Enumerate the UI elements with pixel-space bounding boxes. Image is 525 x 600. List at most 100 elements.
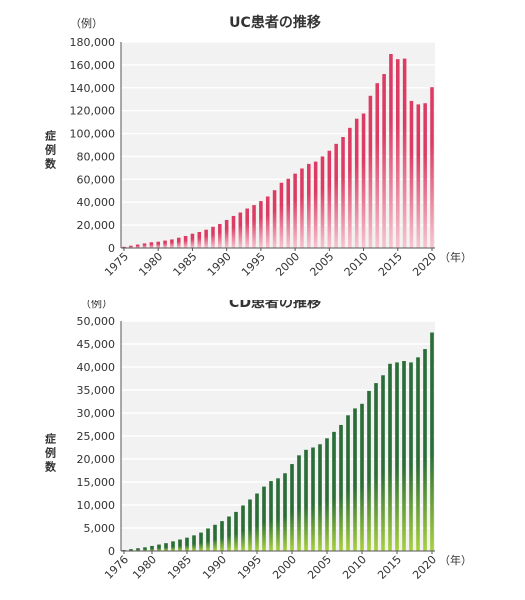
uc-bar: [265, 196, 270, 248]
uc-bar: [238, 212, 243, 248]
uc-bar: [183, 235, 188, 248]
cd-bar: [269, 481, 273, 551]
cd-ytick-label: 50,000: [77, 315, 116, 328]
cd-bar: [318, 444, 322, 551]
uc-bar: [361, 113, 366, 249]
uc-y-unit: （例）: [70, 16, 103, 30]
cd-bar: [262, 486, 266, 551]
cd-bar: [241, 505, 245, 551]
cd-bar: [430, 332, 434, 551]
uc-ytick-label: 140,000: [70, 82, 116, 95]
uc-ytick-label: 0: [108, 242, 115, 255]
cd-bar: [136, 548, 140, 551]
uc-ytick-label: 20,000: [77, 219, 116, 232]
uc-bar: [252, 205, 256, 248]
uc-bar: [279, 182, 284, 248]
uc-bar: [129, 245, 133, 248]
uc-bar: [389, 54, 393, 249]
uc-bar: [259, 201, 263, 248]
uc-y-label: 症例数: [44, 129, 57, 172]
uc-bar: [245, 208, 249, 248]
uc-bar: [286, 178, 291, 248]
cd-bar: [311, 447, 315, 551]
uc-chart: 0 20,000 40,000 60,000 80,000 100,000 120,000 1…: [44, 14, 473, 279]
cd-ytick-label: 15,000: [77, 476, 116, 489]
cd-bar: [206, 528, 210, 551]
uc-bar: [218, 223, 222, 248]
uc-xtick-label: 2005: [307, 250, 336, 279]
cd-bar: [157, 544, 161, 551]
cd-ytick-label: 30,000: [77, 407, 116, 420]
cd-bar: [304, 449, 308, 551]
cd-bar: [339, 424, 343, 551]
cd-ytick-label: 35,000: [77, 384, 116, 397]
cd-bar: [381, 375, 385, 551]
uc-xtick-label: 1990: [205, 250, 234, 279]
uc-bar: [402, 58, 407, 248]
uc-bar: [395, 59, 400, 248]
uc-bar: [327, 150, 332, 248]
uc-xtick-label: 1980: [136, 250, 165, 279]
cd-bar: [423, 349, 427, 551]
cd-bar: [164, 543, 168, 551]
uc-ytick-label: 60,000: [77, 173, 116, 186]
cd-xtick-label: 2005: [305, 553, 334, 582]
uc-ytick-label: 100,000: [70, 128, 116, 141]
uc-xtick-label: 2000: [273, 250, 302, 279]
cd-bar: [255, 493, 259, 551]
uc-bar: [224, 219, 229, 248]
cd-bar: [178, 539, 182, 551]
cd-ytick-label: 0: [108, 545, 115, 558]
uc-bar: [423, 103, 427, 248]
cd-ytick-label: 25,000: [77, 430, 116, 443]
uc-bar: [149, 242, 154, 248]
uc-bar: [122, 246, 126, 248]
uc-bar: [293, 173, 297, 248]
uc-ytick-label: 40,000: [77, 196, 116, 209]
cd-xtick-label: 1990: [200, 553, 229, 582]
uc-bar: [211, 226, 215, 248]
uc-bar: [348, 127, 352, 248]
uc-bar: [416, 104, 421, 248]
uc-bar: [142, 243, 147, 248]
cd-bar: [416, 357, 420, 551]
cd-bar: [234, 511, 238, 551]
cd-bar: [374, 383, 378, 551]
cd-bar: [346, 415, 350, 551]
uc-bar: [354, 118, 359, 248]
uc-bar: [334, 143, 338, 248]
uc-bar: [409, 100, 414, 248]
cd-bar: [129, 549, 133, 551]
cd-bar: [360, 403, 364, 551]
uc-xtick-label: 2015: [376, 250, 405, 279]
uc-ytick-label: 180,000: [70, 36, 116, 49]
cd-bar: [171, 541, 175, 551]
cd-ytick-label: 10,000: [77, 499, 116, 512]
uc-bar: [135, 244, 140, 248]
cd-bar: [192, 535, 196, 551]
uc-ytick-label: 120,000: [70, 105, 116, 118]
cd-ytick-label: 5,000: [84, 522, 116, 535]
cd-bar: [220, 521, 224, 551]
cd-xtick-label: 1976: [102, 553, 131, 582]
cd-bar: [143, 547, 147, 551]
cd-bar: [290, 464, 294, 551]
uc-bar: [156, 241, 161, 248]
cd-bar: [150, 545, 154, 551]
uc-bar: [272, 190, 277, 248]
uc-bar: [163, 240, 167, 248]
cd-xtick-label: 2015: [375, 553, 404, 582]
cd-xtick-label: 1995: [235, 553, 264, 582]
uc-bar: [382, 74, 386, 249]
uc-bar: [176, 237, 181, 248]
cd-chart: 0 5,000 10,000 15,000 20,000 25,000 30,000 35,0…: [44, 300, 473, 582]
uc-ytick-label: 160,000: [70, 59, 116, 72]
uc-xtick-label: 2020: [410, 250, 439, 279]
uc-bar: [341, 136, 345, 248]
uc-xtick-label: 1995: [239, 250, 268, 279]
uc-bar: [300, 168, 304, 248]
cd-ytick-label: 40,000: [77, 361, 116, 374]
uc-bar: [375, 83, 380, 248]
cd-bar: [276, 478, 280, 551]
